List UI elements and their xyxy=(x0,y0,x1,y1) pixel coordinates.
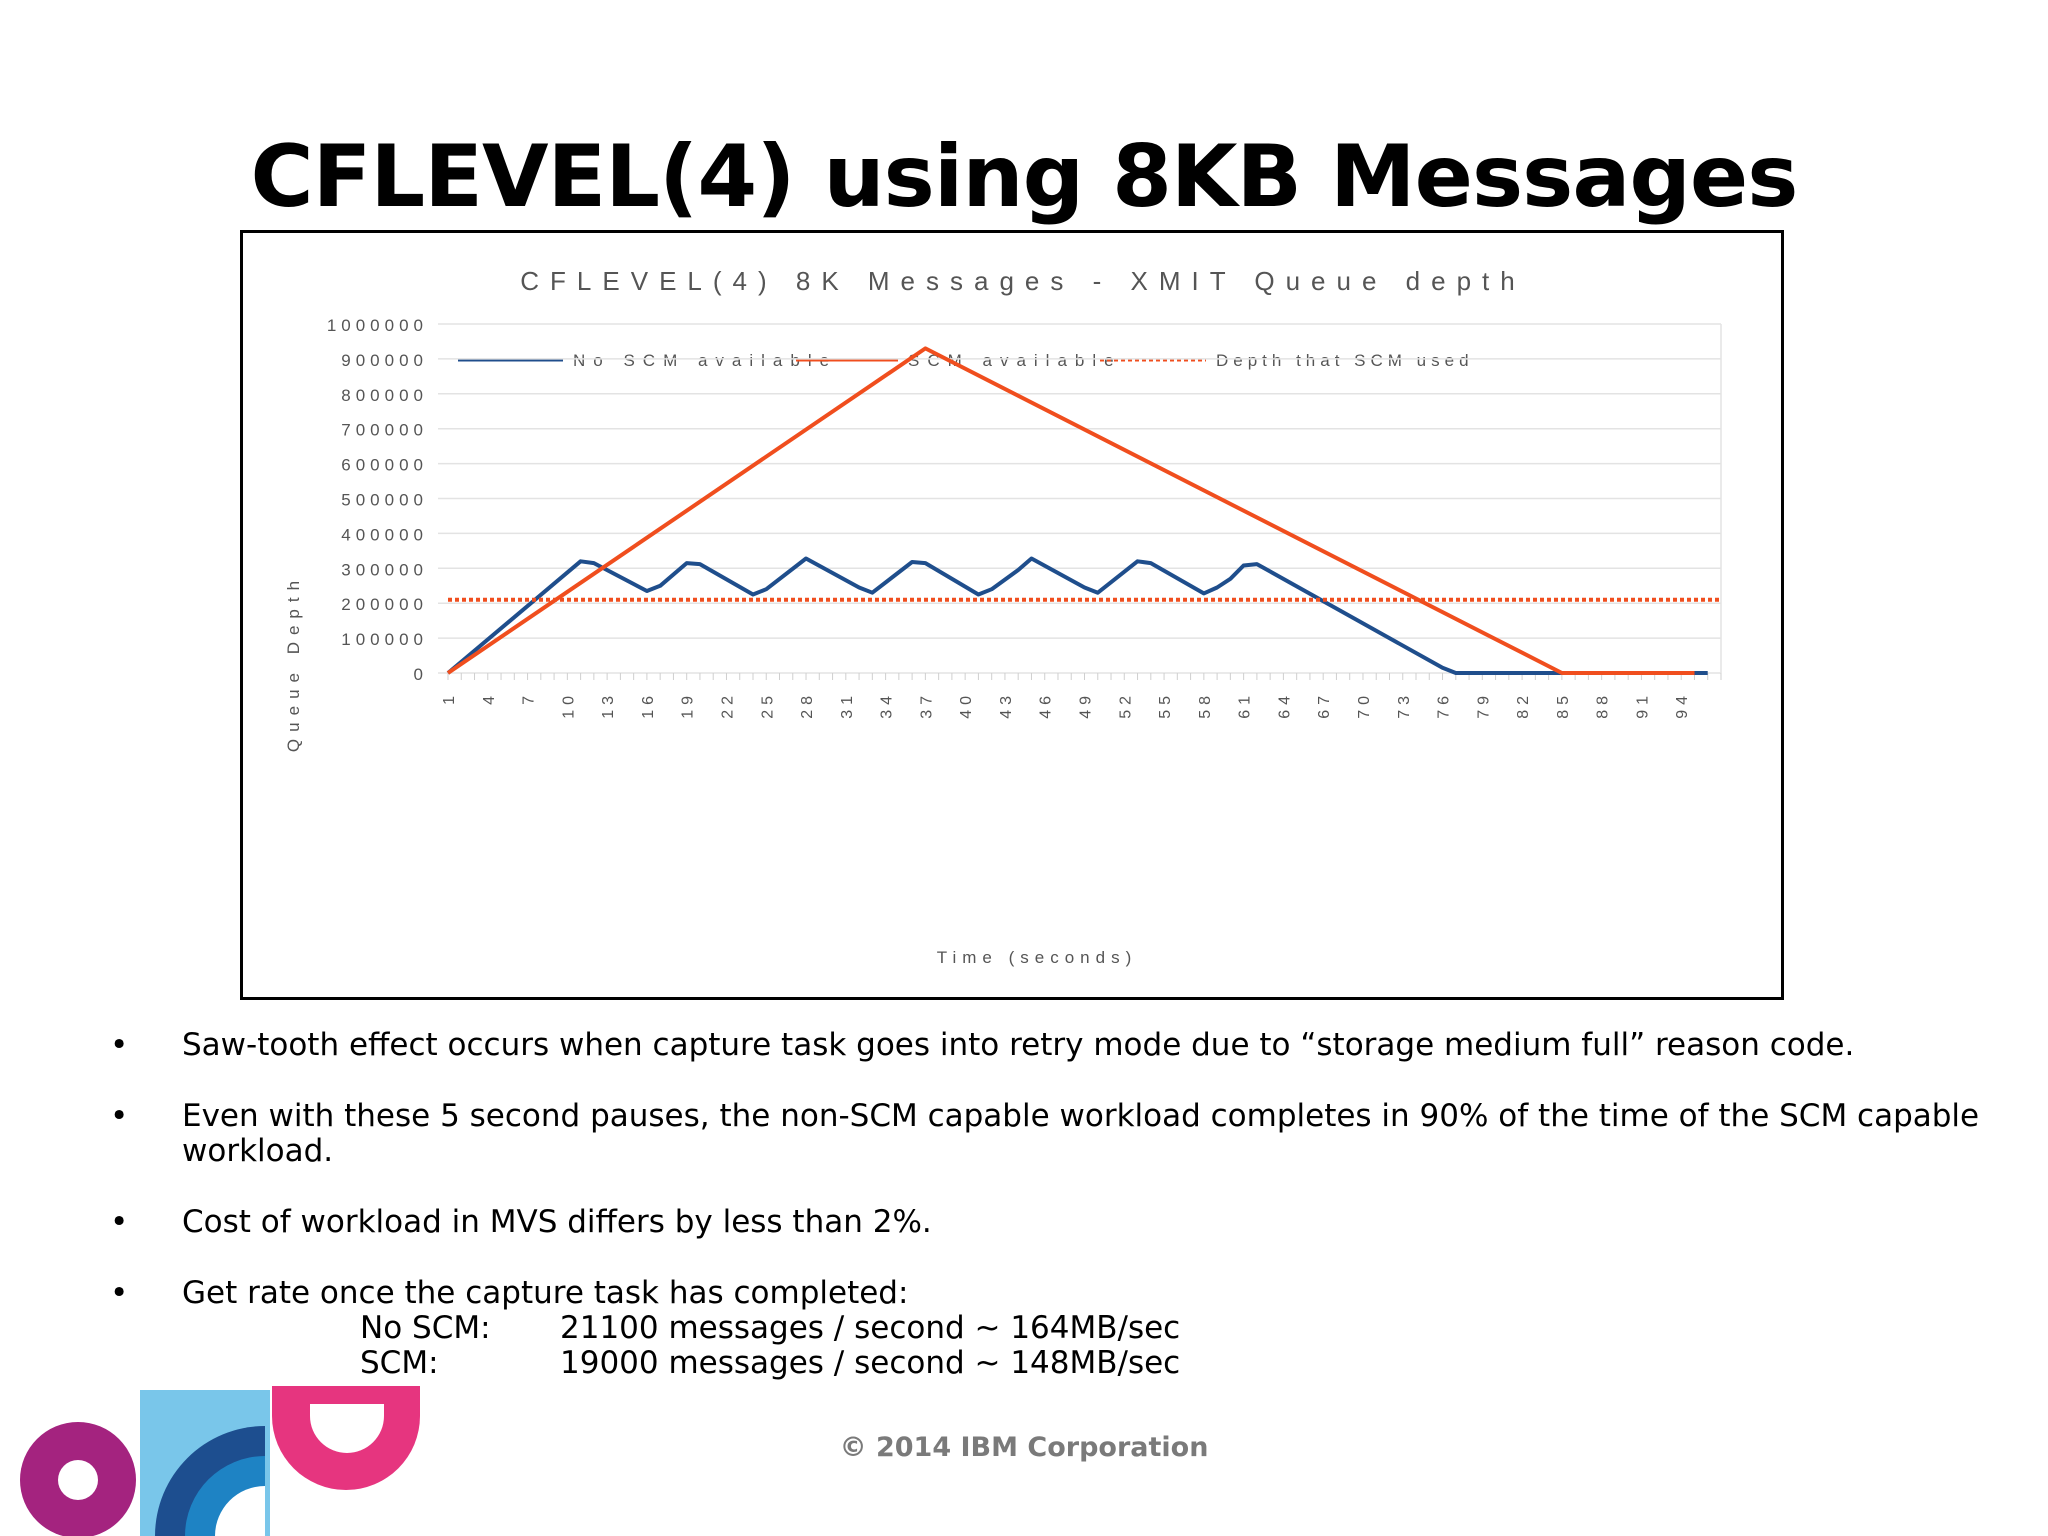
x-tick-label: 67 xyxy=(1316,691,1333,719)
x-tick-label: 13 xyxy=(600,691,617,719)
x-tick-label: 28 xyxy=(799,691,816,719)
x-tick-label: 70 xyxy=(1356,691,1373,719)
rate-label: SCM: xyxy=(360,1345,439,1381)
bullet-item: • Even with these 5 second pauses, the n… xyxy=(110,1099,1982,1169)
y-tick-label: 600000 xyxy=(341,456,428,475)
legend-label: Depth that SCM used xyxy=(1216,351,1474,370)
copyright: © 2014 IBM Corporation xyxy=(839,1432,1209,1463)
y-tick-label: 800000 xyxy=(341,386,428,405)
x-tick-label: 64 xyxy=(1276,691,1293,719)
y-tick-label: 100000 xyxy=(341,630,428,649)
y-axis-label: Queue Depth xyxy=(284,574,303,752)
series-lines xyxy=(446,346,1721,675)
x-tick-label: 76 xyxy=(1436,691,1453,719)
tick-labels: 0 100000 200000 300000 400000 500000 600000 700… xyxy=(327,316,1691,719)
x-tick-label: 82 xyxy=(1515,691,1532,719)
x-tick-label: 91 xyxy=(1634,691,1651,719)
bullet-text: Get rate once the capture task has compl… xyxy=(182,1275,909,1311)
y-tick-label: 700000 xyxy=(341,421,428,440)
rate-label: No SCM: xyxy=(360,1310,491,1346)
y-tick-label: 300000 xyxy=(341,560,428,579)
legend-label: No SCM available xyxy=(573,351,837,370)
x-tick-label: 31 xyxy=(839,691,856,719)
x-tick-label: 85 xyxy=(1555,691,1572,719)
x-tick-label: 52 xyxy=(1117,691,1134,719)
conference-logo xyxy=(20,1386,420,1536)
x-tick-label: 25 xyxy=(759,691,776,719)
rate-row-no-scm: No SCM: 21100 messages / second ~ 164MB/… xyxy=(182,1311,2010,1346)
y-tick-label: 0 xyxy=(414,665,428,684)
x-tick-label: 34 xyxy=(879,691,896,719)
grid-lines xyxy=(438,323,1722,680)
x-tick-label: 49 xyxy=(1078,691,1095,719)
bullet-list: • Saw-tooth effect occurs when capture t… xyxy=(110,1028,2010,1417)
chart-legend: No SCM available SCM available Depth that … xyxy=(458,351,1474,370)
x-tick-label: 43 xyxy=(998,691,1015,719)
bullet-text: Saw-tooth effect occurs when capture tas… xyxy=(182,1027,1855,1063)
line-chart: CFLEVEL(4) 8K Messages - XMIT Queue dept… xyxy=(284,266,1722,967)
chart-title: CFLEVEL(4) 8K Messages - XMIT Queue dept… xyxy=(520,266,1525,296)
x-tick-label: 10 xyxy=(560,691,577,719)
logo-inner-arc xyxy=(215,1486,265,1536)
x-tick-label: 55 xyxy=(1157,691,1174,719)
y-tick-label: 1000000 xyxy=(327,316,428,335)
x-tick-label: 40 xyxy=(958,691,975,719)
bullet-marker: • xyxy=(110,1027,129,1063)
y-tick-label: 500000 xyxy=(341,491,428,510)
x-tick-label: 19 xyxy=(680,691,697,719)
y-tick-label: 400000 xyxy=(341,525,428,544)
x-tick-label: 22 xyxy=(719,691,736,719)
x-tick-label: 16 xyxy=(640,691,657,719)
x-axis-label: Time (seconds) xyxy=(937,948,1138,967)
series-line-scm-available xyxy=(446,346,1695,675)
bullet-item: • Get rate once the capture task has com… xyxy=(110,1276,2010,1381)
logo-pink-d-hole xyxy=(310,1404,384,1453)
x-tick-label: 58 xyxy=(1197,691,1214,719)
y-tick-label: 200000 xyxy=(341,595,428,614)
x-tick-label: 94 xyxy=(1674,691,1691,719)
bullet-item: • Cost of workload in MVS differs by les… xyxy=(110,1205,2010,1240)
bullet-marker: • xyxy=(110,1098,129,1134)
rate-row-scm: SCM: 19000 messages / second ~ 148MB/sec xyxy=(182,1346,2010,1381)
x-tick-label: 37 xyxy=(918,691,935,719)
x-tick-label: 61 xyxy=(1237,691,1254,719)
x-tick-label: 4 xyxy=(481,691,498,705)
bullet-text: Cost of workload in MVS differs by less … xyxy=(182,1204,932,1240)
bullet-text: Even with these 5 second pauses, the non… xyxy=(182,1098,1980,1169)
x-tick-label: 79 xyxy=(1475,691,1492,719)
chart-frame: CFLEVEL(4) 8K Messages - XMIT Queue dept… xyxy=(240,230,1784,1000)
bullet-marker: • xyxy=(110,1275,129,1311)
bullet-marker: • xyxy=(110,1204,129,1240)
series-line-no-scm-available xyxy=(446,556,1708,675)
x-tick-label: 1 xyxy=(441,691,458,705)
x-tick-label: 73 xyxy=(1396,691,1413,719)
logo-purple-hole xyxy=(58,1460,98,1500)
rate-value: 21100 messages / second ~ 164MB/sec xyxy=(560,1310,1181,1346)
x-tick-label: 88 xyxy=(1595,691,1612,719)
rate-value: 19000 messages / second ~ 148MB/sec xyxy=(560,1345,1181,1381)
x-tick-label: 46 xyxy=(1038,691,1055,719)
y-tick-label: 900000 xyxy=(341,351,428,370)
slide-title: CFLEVEL(4) using 8KB Messages xyxy=(250,127,1799,227)
x-tick-label: 7 xyxy=(521,691,538,705)
bullet-item: • Saw-tooth effect occurs when capture t… xyxy=(110,1028,2010,1063)
